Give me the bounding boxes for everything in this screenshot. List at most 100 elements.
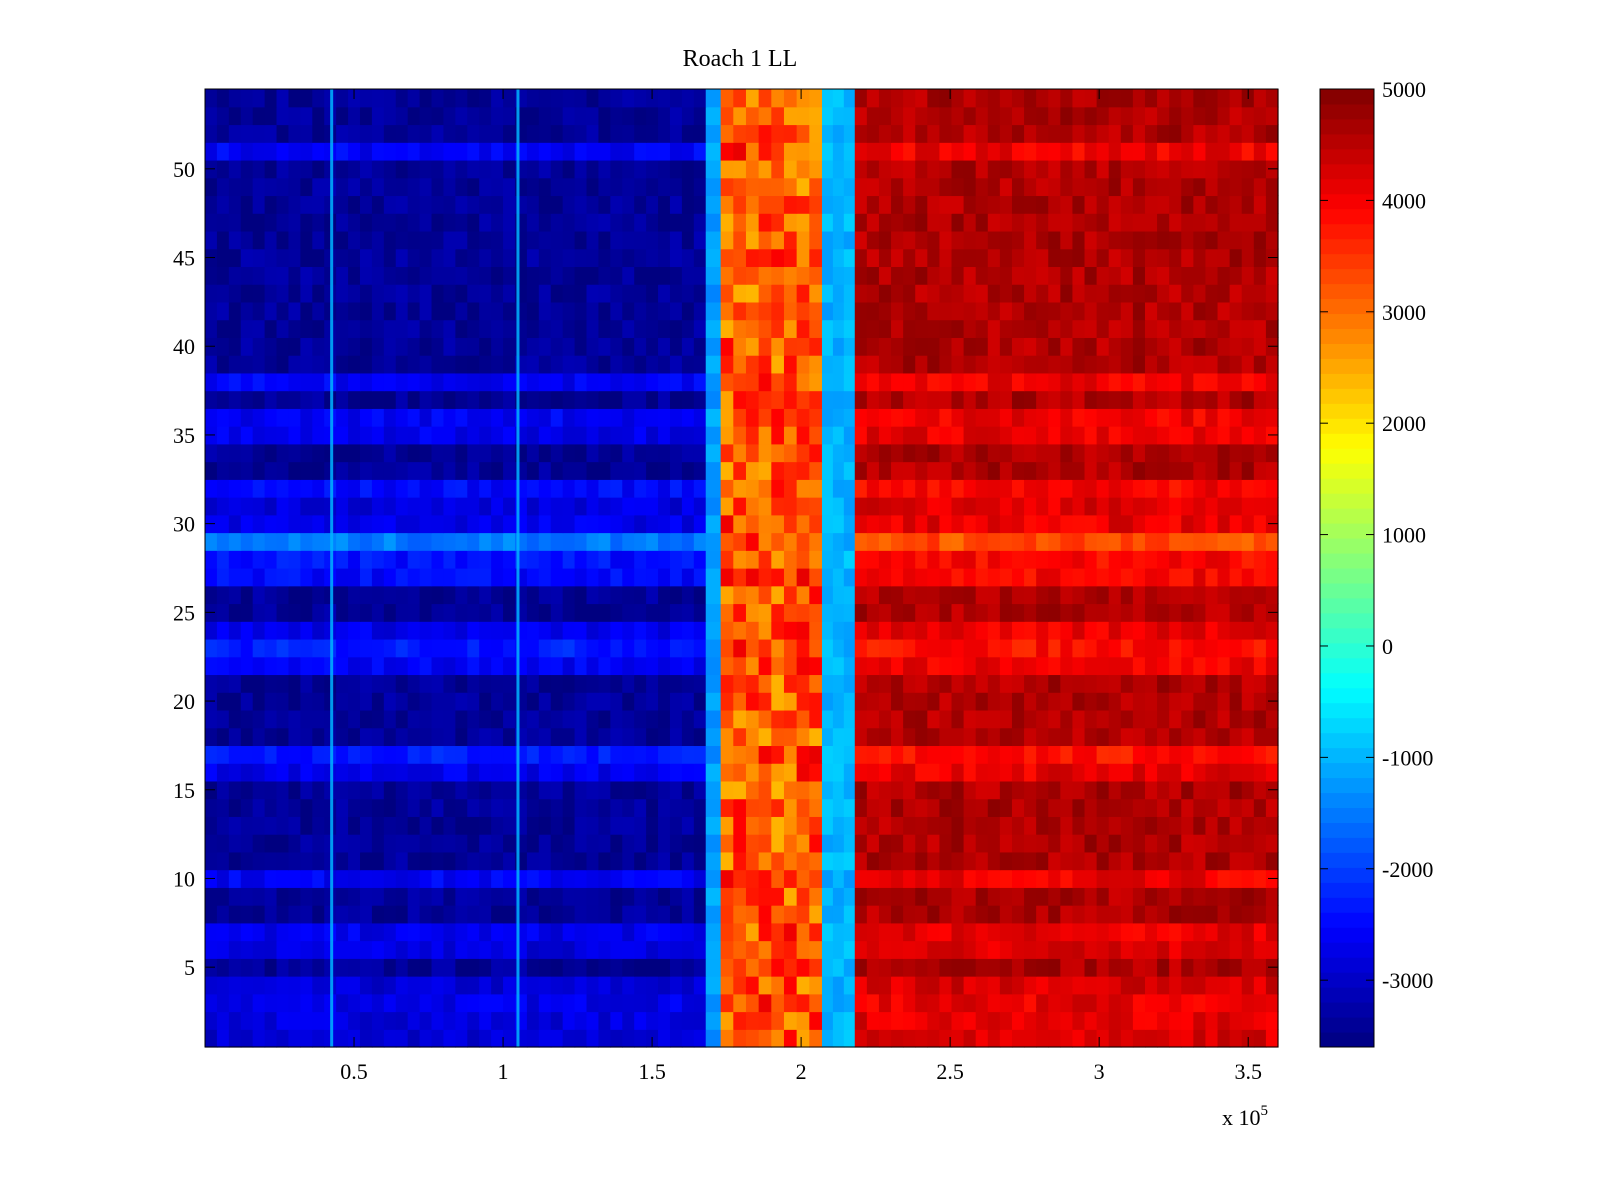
- heatmap-cell: [783, 319, 798, 338]
- heatmap-cell: [371, 692, 385, 711]
- heatmap-cell: [1229, 692, 1243, 711]
- heatmap-cell: [658, 532, 671, 551]
- heatmap-cell: [1048, 195, 1061, 214]
- heatmap-cell: [1157, 869, 1170, 888]
- heatmap-cell: [228, 266, 242, 285]
- heatmap-cell: [1096, 106, 1110, 126]
- heatmap-cell: [371, 568, 385, 587]
- heatmap-cell: [915, 284, 928, 303]
- heatmap-cell: [975, 319, 989, 338]
- heatmap-cell: [1084, 1029, 1098, 1048]
- heatmap-cell: [832, 230, 845, 250]
- heatmap-cell: [963, 816, 977, 835]
- heatmap-cell: [1072, 266, 1086, 285]
- heatmap-cell: [646, 390, 659, 409]
- heatmap-cell: [1229, 479, 1243, 498]
- heatmap-cell: [1205, 514, 1219, 534]
- heatmap-cell: [1169, 301, 1182, 321]
- heatmap-cell: [681, 603, 695, 622]
- heatmap-cell: [526, 372, 540, 392]
- heatmap-cell: [1036, 301, 1049, 321]
- heatmap-cell: [336, 993, 349, 1013]
- heatmap-cell: [999, 124, 1013, 143]
- heatmap-cell: [1060, 869, 1074, 888]
- heatmap-cell: [821, 1029, 834, 1048]
- heatmap-cell: [999, 372, 1013, 392]
- heatmap-cell: [1096, 426, 1110, 445]
- heatmap-cell: [586, 674, 600, 693]
- heatmap-cell: [1253, 195, 1267, 214]
- heatmap-cell: [252, 674, 266, 693]
- heatmap-cell: [783, 816, 798, 835]
- heatmap-cell: [705, 621, 722, 640]
- heatmap-cell: [1024, 709, 1037, 729]
- heatmap-cell: [1217, 443, 1231, 463]
- heatmap-cell: [574, 638, 588, 658]
- heatmap-cell: [1241, 142, 1255, 161]
- heatmap-cell: [276, 993, 290, 1013]
- heatmap-cell: [832, 514, 845, 534]
- heatmap-cell: [891, 408, 904, 427]
- heatmap-cell: [348, 869, 361, 888]
- heatmap-cell: [758, 532, 772, 551]
- heatmap-cell: [1193, 692, 1207, 711]
- heatmap-cell: [646, 301, 659, 321]
- heatmap-cell: [854, 851, 868, 871]
- heatmap-cell: [1265, 479, 1279, 498]
- heatmap-cell: [455, 780, 468, 800]
- heatmap-cell: [891, 390, 904, 409]
- heatmap-cell: [586, 355, 600, 374]
- colorbar-step: [1320, 508, 1374, 524]
- heatmap-cell: [1253, 532, 1267, 551]
- heatmap-cell: [1132, 337, 1146, 356]
- y-tick-label: 20: [173, 689, 195, 714]
- heatmap-cell: [669, 709, 683, 729]
- heatmap-cell: [1084, 284, 1098, 303]
- heatmap-cell: [371, 656, 385, 676]
- heatmap-cell: [622, 958, 635, 977]
- heatmap-cell: [658, 497, 671, 516]
- heatmap-cell: [1132, 709, 1146, 729]
- heatmap-cell: [431, 319, 445, 338]
- heatmap-cell: [975, 284, 989, 303]
- heatmap-cell: [264, 940, 278, 959]
- colorbar-step: [1320, 807, 1374, 823]
- heatmap-cell: [1205, 319, 1219, 338]
- heatmap-cell: [574, 816, 588, 835]
- heatmap-cell: [622, 1011, 635, 1030]
- heatmap-cell: [1048, 656, 1061, 676]
- heatmap-cell: [383, 550, 397, 569]
- heatmap-cell: [658, 727, 671, 747]
- heatmap-cell: [658, 798, 671, 817]
- heatmap-cell: [491, 887, 504, 906]
- heatmap-cell: [733, 1011, 747, 1030]
- heatmap-cell: [264, 284, 278, 303]
- heatmap-cell: [622, 887, 635, 906]
- heatmap-cell: [1024, 284, 1037, 303]
- heatmap-cell: [733, 230, 747, 250]
- heatmap-cell: [383, 408, 397, 427]
- heatmap-cell: [288, 106, 301, 126]
- heatmap-cell: [1036, 621, 1049, 640]
- heatmap-cell: [467, 337, 480, 356]
- heatmap-cell: [745, 266, 760, 285]
- heatmap-cell: [526, 177, 540, 197]
- heatmap-cell: [371, 851, 385, 871]
- heatmap-cell: [878, 976, 892, 995]
- heatmap-cell: [809, 514, 823, 534]
- heatmap-cell: [264, 674, 278, 693]
- heatmap-cell: [359, 390, 373, 409]
- heatmap-cell: [526, 585, 540, 605]
- heatmap-cell: [455, 319, 468, 338]
- heatmap-cell: [693, 213, 707, 232]
- heatmap-cell: [1241, 656, 1255, 676]
- heatmap-cell: [443, 958, 456, 977]
- heatmap-cell: [720, 248, 734, 268]
- colorbar-step: [1320, 478, 1374, 494]
- heatmap-cell: [745, 1011, 760, 1030]
- heatmap-cell: [1241, 372, 1255, 392]
- heatmap-cell: [891, 816, 904, 835]
- heatmap-cell: [1193, 709, 1207, 729]
- heatmap-cell: [963, 709, 977, 729]
- heatmap-cell: [491, 514, 504, 534]
